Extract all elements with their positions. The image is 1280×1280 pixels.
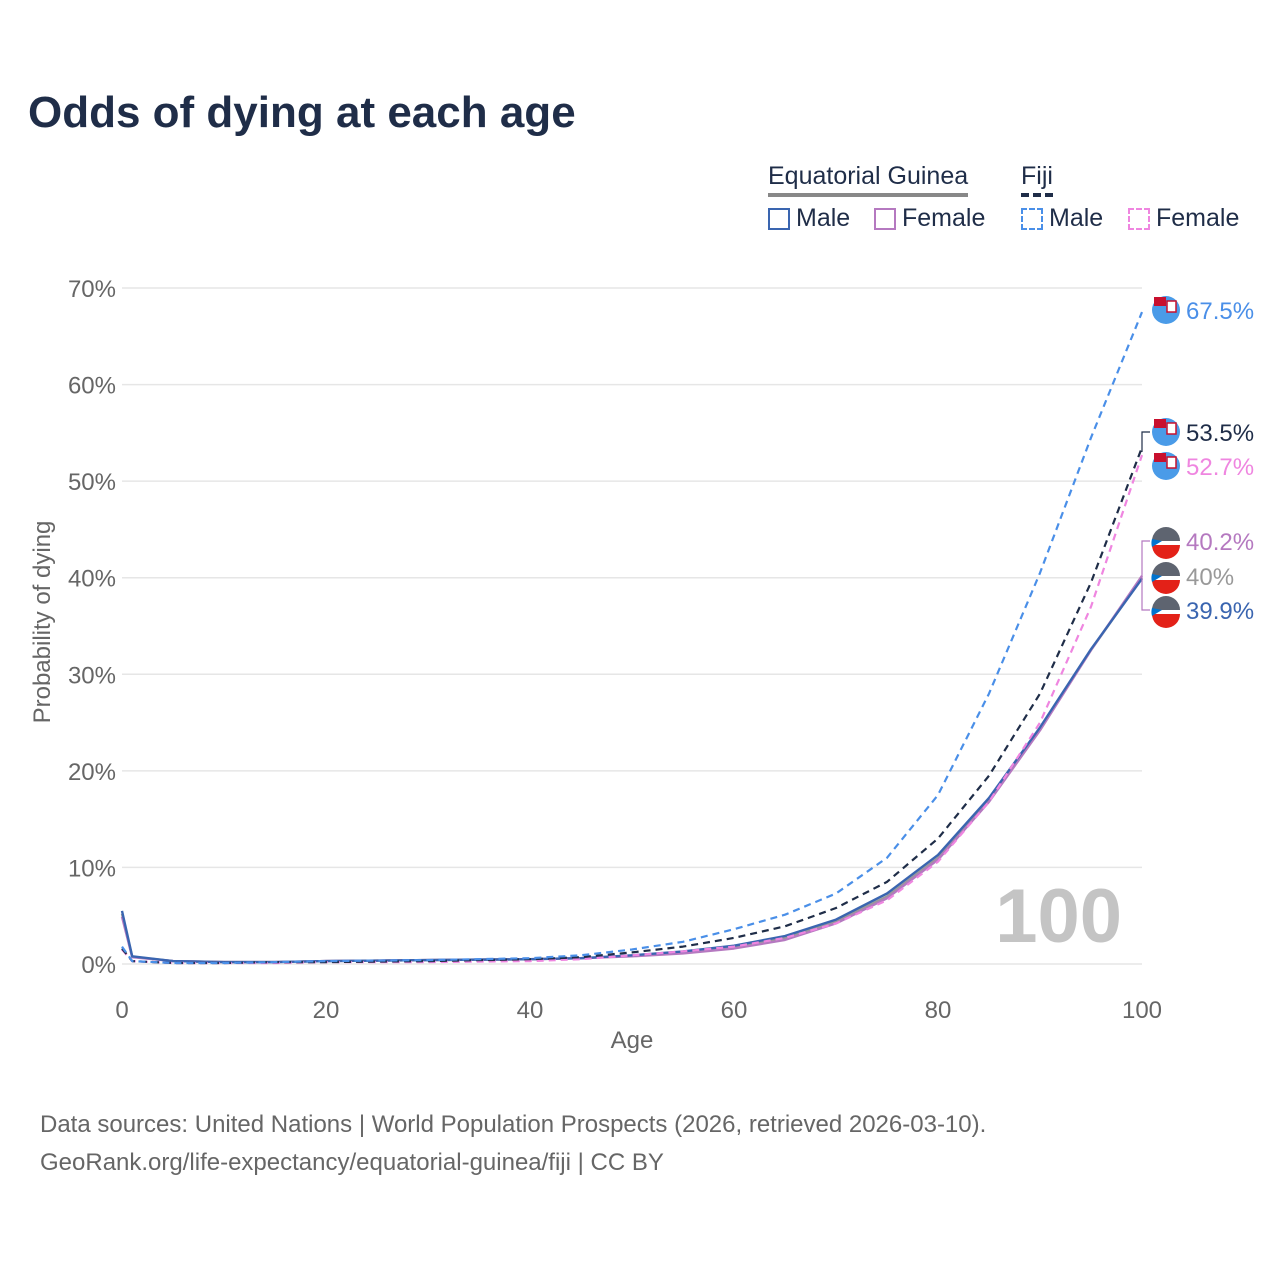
legend-item-eg-female[interactable]: Female xyxy=(874,204,985,233)
legend-label: Female xyxy=(1156,204,1240,232)
legend-label: Male xyxy=(796,204,851,232)
y-tick-label: 50% xyxy=(68,469,116,496)
y-axis-label: Probability of dying xyxy=(29,521,56,724)
flag-shield xyxy=(1166,422,1177,435)
label-leader xyxy=(1141,540,1150,611)
series-line xyxy=(121,454,1144,965)
series-line xyxy=(120,577,1143,964)
y-tick-label: 0% xyxy=(81,952,116,979)
sources-line-2[interactable]: GeoRank.org/life-expectancy/equatorial-g… xyxy=(40,1149,664,1176)
fiji-flag-icon xyxy=(1152,452,1180,480)
label-leader xyxy=(1141,431,1150,452)
data-sources: Data sources: United Nations | World Pop… xyxy=(40,1106,986,1182)
flag-bottom-band xyxy=(1152,580,1180,594)
series-end-label: 39.9% xyxy=(1186,598,1254,625)
legend-group-equatorial-guinea[interactable]: Equatorial Guinea xyxy=(768,162,969,197)
legend-label: Male xyxy=(1049,204,1104,232)
flag-canton xyxy=(1154,453,1166,462)
legend-label: Female xyxy=(902,204,986,232)
flag-triangle xyxy=(1151,608,1162,616)
flag-top-band xyxy=(1152,596,1180,610)
series-end-label: 67.5% xyxy=(1186,298,1254,325)
flag-bottom-band xyxy=(1152,545,1180,559)
legend-swatch xyxy=(768,207,790,230)
flag-top-band xyxy=(1152,562,1180,576)
series-end-label: 40.2% xyxy=(1186,529,1254,556)
flag-top-band xyxy=(1152,527,1180,541)
x-tick-label: 80 xyxy=(925,997,952,1024)
line-chart: 0% 10% 20% 30% 40% 50% 60% 70% 0 20 40 60 80 100 Age Pr… xyxy=(29,276,1254,1054)
series-line xyxy=(121,311,1144,965)
y-tick-label: 30% xyxy=(68,662,116,689)
flag-bottom-band xyxy=(1152,614,1180,628)
x-tick-label: 100 xyxy=(1122,997,1162,1024)
legend-group-label: Equatorial Guinea xyxy=(768,162,969,190)
legend-item-fiji-female[interactable]: Female xyxy=(1128,204,1239,233)
series-line xyxy=(121,446,1144,965)
flag-triangle xyxy=(1151,574,1162,582)
series-end-label: 40% xyxy=(1186,564,1234,591)
x-tick-label: 40 xyxy=(517,997,544,1024)
flag-triangle xyxy=(1151,539,1162,547)
legend-group-fiji[interactable]: Fiji xyxy=(1021,162,1053,197)
equatorial-guinea-flag-icon xyxy=(1151,596,1180,628)
flag-canton xyxy=(1154,419,1166,428)
x-axis-label: Age xyxy=(611,1027,654,1054)
legend-swatch xyxy=(1128,207,1150,230)
series-end-label: 52.7% xyxy=(1186,454,1254,481)
y-tick-label: 20% xyxy=(68,759,116,786)
equatorial-guinea-flag-icon xyxy=(1151,527,1180,559)
series-line xyxy=(120,575,1143,964)
x-tick-label: 60 xyxy=(721,997,748,1024)
legend-item-fiji-male[interactable]: Male xyxy=(1021,204,1103,233)
series-end-label: 53.5% xyxy=(1186,420,1254,447)
chart-title: Odds of dying at each age xyxy=(28,88,576,137)
y-tick-label: 70% xyxy=(68,276,116,303)
flag-shield xyxy=(1166,300,1177,313)
sources-line-1: Data sources: United Nations | World Pop… xyxy=(40,1111,987,1138)
x-tick-label: 0 xyxy=(115,997,128,1024)
y-tick-label: 10% xyxy=(68,855,116,882)
legend-group-label: Fiji xyxy=(1021,162,1053,190)
fiji-flag-icon xyxy=(1152,418,1180,446)
legend-swatch xyxy=(874,207,896,230)
equatorial-guinea-flag-icon xyxy=(1151,562,1180,594)
age-annotation: 100 xyxy=(995,874,1122,959)
fiji-flag-icon xyxy=(1152,296,1180,324)
y-tick-label: 40% xyxy=(68,566,116,593)
legend-group-underline xyxy=(1021,193,1053,197)
legend-group-underline xyxy=(768,193,969,197)
y-tick-label: 60% xyxy=(68,373,116,400)
x-tick-label: 20 xyxy=(313,997,340,1024)
flag-canton xyxy=(1154,297,1166,306)
legend-item-eg-male[interactable]: Male xyxy=(768,204,850,233)
flag-shield xyxy=(1166,456,1177,469)
legend-swatch xyxy=(1021,207,1043,230)
